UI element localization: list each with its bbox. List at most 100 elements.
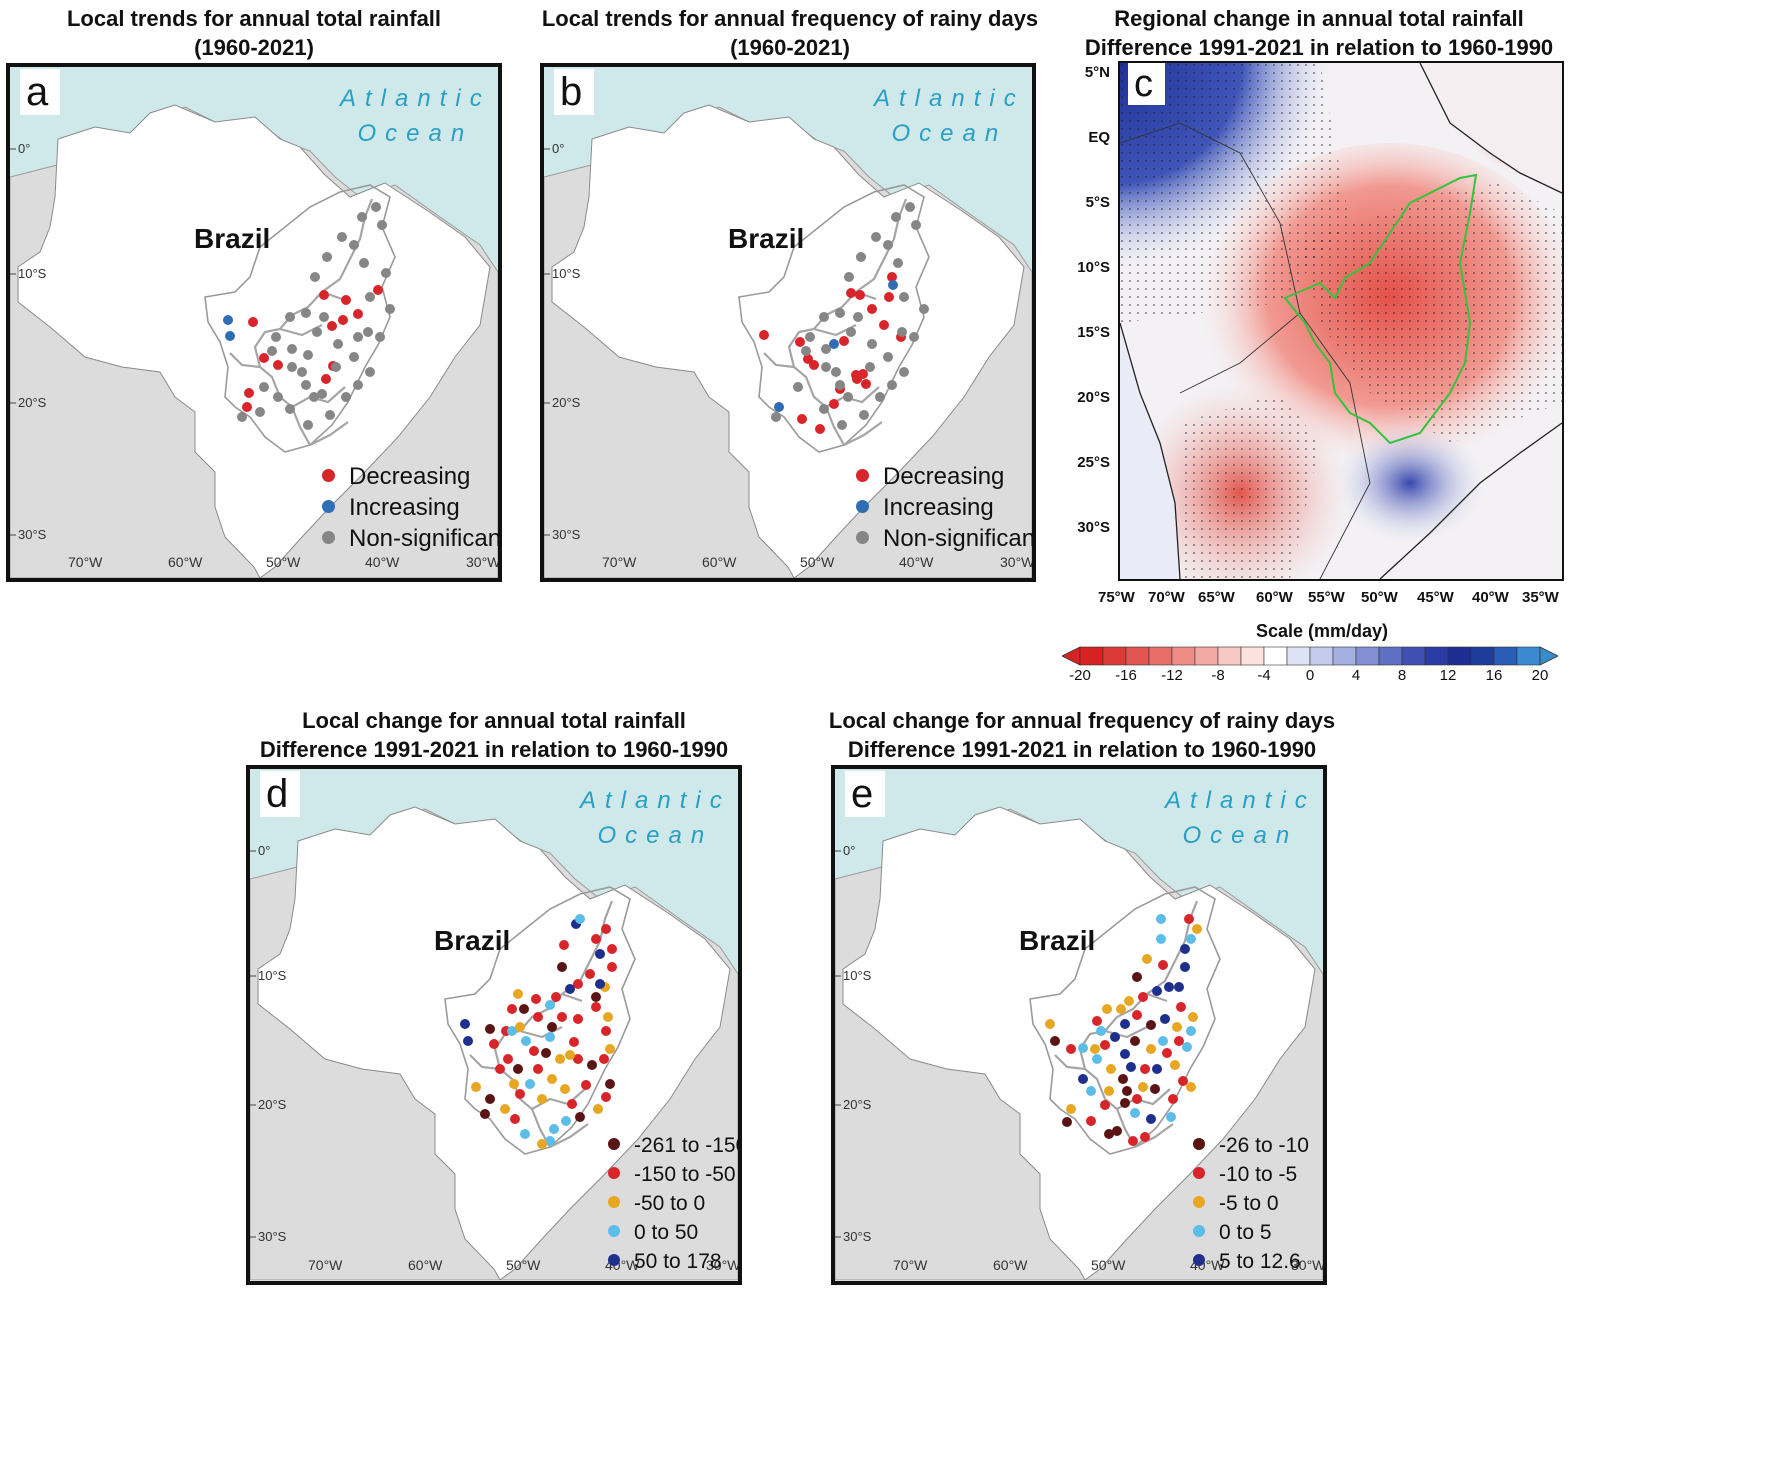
panel-c-lon-label: 75°W — [1098, 589, 1135, 606]
station-dot — [1146, 1020, 1156, 1030]
legend-label: Non-significant — [883, 525, 1036, 552]
legend-swatch — [608, 1167, 620, 1179]
country-label: Brazil — [434, 925, 511, 956]
station-dot — [485, 1024, 495, 1034]
lon-label: 70°W — [308, 1257, 343, 1273]
station-dot — [1180, 944, 1190, 954]
station-dot — [525, 1079, 535, 1089]
station-dot — [1120, 1019, 1130, 1029]
panel-c-lat-label: 15°S — [1077, 324, 1110, 341]
panel-b-map: b Atlantic Ocean Brazil 0° 10°S 20°S 30°S 70°W 60… — [540, 63, 1036, 582]
colorbar-tick-label: -12 — [1161, 667, 1183, 684]
station-dot — [520, 1129, 530, 1139]
station-dot — [359, 258, 369, 268]
station-dot — [853, 312, 863, 322]
legend-item: -5 to 0 — [1193, 1189, 1309, 1218]
station-dot — [529, 1046, 539, 1056]
station-dot — [1170, 1060, 1180, 1070]
station-dot — [888, 280, 898, 290]
station-dot — [879, 320, 889, 330]
legend-label: -10 to -5 — [1219, 1163, 1298, 1186]
station-dot — [565, 984, 575, 994]
station-dot — [601, 1026, 611, 1036]
lat-label: 0° — [843, 843, 856, 858]
station-dot — [855, 290, 865, 300]
station-dot — [1066, 1044, 1076, 1054]
station-dot — [607, 962, 617, 972]
panel-e-title-line1: Local change for annual frequency of rai… — [828, 708, 1336, 733]
station-dot — [297, 367, 307, 377]
station-dot — [1124, 996, 1134, 1006]
station-dot — [353, 332, 363, 342]
station-dot — [353, 309, 363, 319]
station-dot — [242, 402, 252, 412]
station-dot — [1100, 1040, 1110, 1050]
station-dot — [607, 944, 617, 954]
panel-c-lon-label: 70°W — [1148, 589, 1185, 606]
panel-c-lon-label: 60°W — [1256, 589, 1293, 606]
station-dot — [1192, 924, 1202, 934]
station-dot — [1086, 1086, 1096, 1096]
station-dot — [575, 1112, 585, 1122]
station-dot — [821, 344, 831, 354]
station-dot — [591, 934, 601, 944]
basin-outline — [444, 886, 636, 1155]
station-dot — [509, 1079, 519, 1089]
panel-d-legend: -261 to -150 -150 to -50 -50 to 0 0 to 50 50… — [608, 1131, 738, 1276]
basin-outline — [204, 184, 396, 453]
station-dot — [237, 412, 247, 422]
station-dot — [1158, 960, 1168, 970]
station-dot — [325, 410, 335, 420]
colorbar-segment — [1493, 646, 1518, 666]
station-dot — [1176, 1002, 1186, 1012]
station-dot — [887, 272, 897, 282]
station-dot — [905, 202, 915, 212]
lat-label: 20°S — [258, 1097, 287, 1112]
station-dot — [331, 362, 341, 372]
colorbar-tick-label: -20 — [1069, 667, 1091, 684]
legend-swatch — [856, 500, 869, 513]
station-dot — [1156, 914, 1166, 924]
panel-c-map: c — [1118, 61, 1564, 581]
station-dot — [545, 1000, 555, 1010]
panel-e-title-line2: Difference 1991-2021 in relation to 1960… — [847, 737, 1317, 762]
station-dot — [349, 240, 359, 250]
station-dot — [797, 414, 807, 424]
station-dot — [341, 392, 351, 402]
station-dot — [309, 392, 319, 402]
station-dot — [867, 304, 877, 314]
station-dot — [861, 379, 871, 389]
legend-label: Non-significant — [349, 525, 502, 552]
ocean-label-line1: Atlantic — [1165, 787, 1316, 814]
lon-label: 70°W — [68, 554, 103, 570]
legend-label: Increasing — [883, 494, 994, 521]
colorbar-segment — [1401, 646, 1426, 666]
ocean-label: Atlantic Ocean — [580, 783, 731, 853]
lat-label: 0° — [258, 843, 271, 858]
station-dot — [865, 362, 875, 372]
colorbar-tick-label: 20 — [1531, 667, 1549, 684]
station-dot — [605, 1044, 615, 1054]
station-dot — [287, 362, 297, 372]
colorbar-segment — [1148, 646, 1173, 666]
station-dot — [1112, 1126, 1122, 1136]
panel-c-lat-label: 5°N — [1084, 64, 1110, 81]
station-dot — [533, 1064, 543, 1074]
station-dot — [1078, 1074, 1088, 1084]
legend-label: 0 to 5 — [1219, 1221, 1272, 1244]
panel-e-label: e — [845, 771, 886, 817]
station-dot — [371, 202, 381, 212]
station-dot — [1162, 1048, 1172, 1058]
station-dot — [259, 382, 269, 392]
lon-label: 60°W — [168, 554, 203, 570]
lon-label: 70°W — [602, 554, 637, 570]
station-dot — [1130, 1036, 1140, 1046]
legend-swatch — [856, 531, 869, 544]
station-dot — [887, 380, 897, 390]
station-dot — [567, 1099, 577, 1109]
station-dot — [1138, 992, 1148, 1002]
legend-item: -26 to -10 — [1193, 1131, 1309, 1160]
station-dot — [909, 332, 919, 342]
lon-label: 60°W — [702, 554, 737, 570]
station-dot — [333, 339, 343, 349]
